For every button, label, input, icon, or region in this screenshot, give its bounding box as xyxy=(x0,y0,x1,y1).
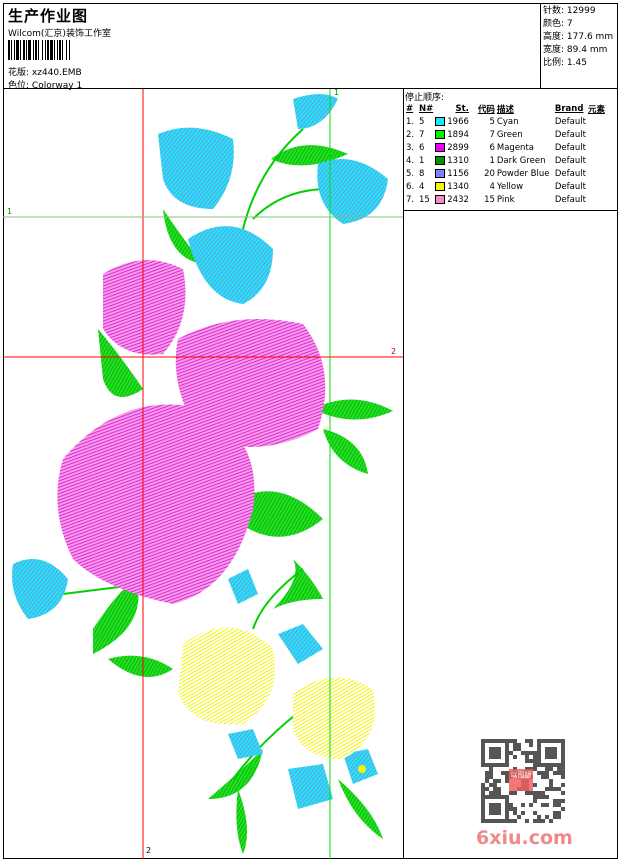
guide-lines xyxy=(3,89,403,859)
pink-flowers xyxy=(57,260,326,604)
row-index: 7. xyxy=(406,194,415,205)
row-description: Pink xyxy=(496,194,515,205)
row-needle: 6 xyxy=(419,142,425,153)
leaves xyxy=(93,145,393,854)
table-row: 6. 4 1340 4 Yellow Default xyxy=(405,180,606,193)
table-row: 2. 7 1894 7 Green Default xyxy=(405,128,606,141)
row-code: 15 xyxy=(484,194,495,205)
design-file-label: 花版: xyxy=(8,68,30,78)
row-description: Powder Blue xyxy=(496,168,550,179)
page-title: 生产作业图 xyxy=(8,7,89,25)
stop-sequence-panel: 停止顺序: # N# St. 代码 描述 Brand 元素 1. 5 1966 5 Cy… xyxy=(404,89,618,211)
color-swatch xyxy=(435,181,446,191)
company-name: Wilcom(汇京)装饰工作室 xyxy=(8,29,111,39)
stat-stitches: 针数: 12999 xyxy=(543,6,596,16)
watermark-logo: 6xiu.com xyxy=(476,827,573,849)
row-stitches: 1894 xyxy=(447,129,469,140)
row-description: Green xyxy=(496,129,523,140)
row-description: Cyan xyxy=(496,116,519,127)
row-stitches: 2899 xyxy=(447,142,469,153)
stat-scale: 比例: 1.45 xyxy=(543,58,587,68)
row-stitches: 2432 xyxy=(447,194,469,205)
table-row: 3. 6 2899 6 Magenta Default xyxy=(405,141,606,154)
row-code: 1 xyxy=(489,155,495,166)
watermark-stamp: 以图版 xyxy=(509,769,533,791)
row-needle: 8 xyxy=(419,168,425,179)
table-row: 1. 5 1966 5 Cyan Default xyxy=(405,115,606,128)
row-description: Yellow xyxy=(496,181,524,192)
row-needle: 7 xyxy=(419,129,425,140)
design-file-value: xz440.EMB xyxy=(31,68,82,78)
row-code: 6 xyxy=(489,142,495,153)
color-swatch xyxy=(435,116,446,126)
design-file: 花版: xz440.EMB xyxy=(8,65,82,78)
guide-label-h1: 1 xyxy=(7,207,13,216)
stats-box: 针数: 12999 颜色: 7 高度: 177.6 mm 宽度: 89.4 mm… xyxy=(540,3,618,89)
guide-label-v2: 2 xyxy=(146,846,152,855)
row-index: 5. xyxy=(406,168,415,179)
design-preview: 1 1 2 2 xyxy=(3,89,404,859)
row-brand: Default xyxy=(554,116,586,127)
color-swatch xyxy=(435,155,446,165)
row-needle: 5 xyxy=(419,116,425,127)
row-stitches: 1340 xyxy=(447,181,469,192)
table-row: 5. 8 1156 20 Powder Blue Default xyxy=(405,167,606,180)
colorway: 色位: Colorway 1 xyxy=(8,78,82,91)
color-table: # N# St. 代码 描述 Brand 元素 1. 5 1966 5 Cyan Defa… xyxy=(405,102,606,206)
row-description: Dark Green xyxy=(496,155,546,166)
stat-width: 宽度: 89.4 mm xyxy=(543,45,608,55)
page-frame xyxy=(3,3,618,859)
row-index: 6. xyxy=(406,181,415,192)
color-swatch xyxy=(435,194,446,204)
header: 生产作业图 Wilcom(汇京)装饰工作室 花版: xz440.EMB 色位: … xyxy=(3,3,541,91)
stop-sequence-title: 停止顺序: xyxy=(405,93,445,103)
row-brand: Default xyxy=(554,155,586,166)
guide-label-v1: 1 xyxy=(334,89,340,97)
barcode xyxy=(8,40,103,60)
row-stitches: 1156 xyxy=(447,168,469,179)
row-brand: Default xyxy=(554,129,586,140)
yellow-flowers xyxy=(178,627,375,773)
row-index: 2. xyxy=(406,129,415,140)
row-stitches: 1310 xyxy=(447,155,469,166)
table-row: 7. 15 2432 15 Pink Default xyxy=(405,193,606,206)
row-code: 5 xyxy=(489,116,495,127)
blue-flowers xyxy=(12,94,388,809)
stat-height: 高度: 177.6 mm xyxy=(543,32,614,42)
row-description: Magenta xyxy=(496,142,534,153)
row-brand: Default xyxy=(554,181,586,192)
row-needle: 1 xyxy=(419,155,425,166)
color-swatch xyxy=(435,142,446,152)
row-needle: 4 xyxy=(419,181,425,192)
table-row: 4. 1 1310 1 Dark Green Default xyxy=(405,154,606,167)
row-code: 7 xyxy=(489,129,495,140)
row-code: 20 xyxy=(484,168,495,179)
embroidery-design xyxy=(3,89,403,859)
row-index: 3. xyxy=(406,142,415,153)
row-index: 4. xyxy=(406,155,415,166)
row-needle: 15 xyxy=(419,194,430,205)
stat-colors: 颜色: 7 xyxy=(543,19,573,29)
guide-label-h2: 2 xyxy=(391,347,397,356)
colorway-label: 色位: xyxy=(8,81,30,91)
row-brand: Default xyxy=(554,168,586,179)
table-header: # N# St. 代码 描述 Brand 元素 xyxy=(406,103,605,115)
color-swatch xyxy=(435,168,446,178)
colorway-value: Colorway 1 xyxy=(31,81,83,91)
row-index: 1. xyxy=(406,116,415,127)
row-brand: Default xyxy=(554,194,586,205)
color-swatch xyxy=(435,129,446,139)
row-stitches: 1966 xyxy=(447,116,469,127)
row-code: 4 xyxy=(489,181,495,192)
row-brand: Default xyxy=(554,142,586,153)
